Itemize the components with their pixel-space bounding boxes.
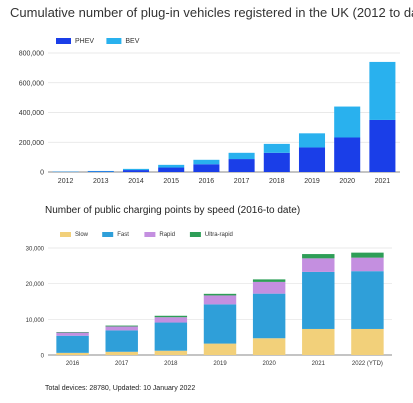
- legend-label: PHEV: [75, 38, 94, 45]
- bar-fast: [302, 271, 335, 329]
- bar-phev: [298, 147, 326, 172]
- bar-bev: [158, 164, 185, 168]
- bar-ultra-rapid: [302, 254, 335, 259]
- chart-1-plot: 0 200,000 400,000 600,000 800,000 2012 2013 201…: [19, 38, 400, 185]
- bar-bev: [228, 152, 255, 160]
- x-tick-label: 2014: [128, 178, 144, 185]
- y-tick-label: 0: [40, 170, 44, 177]
- bar-ultra-rapid: [154, 315, 188, 318]
- bar-ultra-rapid: [252, 279, 286, 282]
- legend-label: Slow: [75, 232, 89, 238]
- y-tick-label: 30,000: [26, 247, 45, 253]
- legend-label: Rapid: [159, 232, 175, 238]
- x-tick-label: 2015: [163, 178, 179, 185]
- x-tick-label: 2022 (YTD): [352, 361, 383, 367]
- bar-phev: [193, 164, 220, 172]
- y-tick-label: 0: [41, 354, 45, 360]
- bar-slow: [56, 352, 89, 355]
- x-tick-label: 2021: [312, 361, 326, 367]
- legend-swatch: [60, 232, 71, 237]
- y-tick-label: 20,000: [26, 282, 45, 288]
- legend-swatch: [56, 38, 71, 44]
- x-tick-label: 2013: [93, 178, 109, 185]
- x-tick-label: 2019: [213, 361, 227, 367]
- bar-bev: [122, 168, 150, 171]
- x-tick-label: 2017: [234, 178, 250, 185]
- bar-phev: [228, 159, 255, 172]
- bar-slow: [154, 350, 188, 355]
- legend-swatch: [144, 232, 156, 237]
- bar-ultra-rapid: [105, 325, 138, 327]
- bar-bev: [334, 106, 361, 138]
- x-tick-label: 2020: [339, 178, 355, 185]
- x-tick-label: 2012: [58, 178, 74, 185]
- bar-phev: [158, 167, 185, 172]
- bar-phev: [369, 119, 396, 172]
- bar-ultra-rapid: [203, 293, 237, 296]
- bar-fast: [203, 304, 237, 344]
- bar-slow: [105, 351, 138, 355]
- x-tick-label: 2018: [269, 178, 285, 185]
- bar-bev: [263, 143, 290, 153]
- y-tick-label: 800,000: [19, 51, 44, 58]
- x-tick-label: 2016: [66, 361, 80, 367]
- bar-rapid: [252, 281, 286, 294]
- bar-fast: [56, 335, 89, 353]
- x-tick-label: 2019: [304, 178, 320, 185]
- bar-slow: [302, 328, 335, 355]
- bar-bev: [87, 170, 114, 172]
- bar-ultra-rapid: [351, 252, 384, 258]
- bar-rapid: [302, 258, 335, 272]
- legend-label: Fast: [117, 232, 129, 238]
- legend-label: BEV: [125, 38, 139, 45]
- bar-fast: [252, 293, 286, 339]
- legend-swatch: [106, 38, 122, 44]
- x-tick-label: 2020: [262, 361, 276, 367]
- legend-swatch: [102, 232, 114, 237]
- x-tick-label: 2017: [115, 361, 129, 367]
- y-tick-label: 600,000: [19, 80, 44, 87]
- y-tick-label: 400,000: [19, 110, 44, 117]
- x-tick-label: 2016: [199, 178, 215, 185]
- legend-swatch: [189, 232, 201, 237]
- y-tick-label: 200,000: [19, 140, 44, 147]
- bar-slow: [351, 328, 384, 355]
- bar-rapid: [56, 332, 89, 336]
- x-tick-label: 2018: [164, 361, 178, 367]
- bar-rapid: [203, 295, 237, 305]
- bar-rapid: [105, 326, 138, 331]
- bar-rapid: [154, 317, 188, 323]
- bar-fast: [351, 271, 384, 329]
- footer-text: Total devices: 28780, Updated: 10 Januar…: [45, 385, 196, 392]
- bar-fast: [105, 330, 138, 352]
- chart-2-title: Number of public charging points by spee…: [45, 205, 301, 216]
- y-tick-label: 10,000: [26, 318, 45, 324]
- bar-phev: [122, 170, 150, 172]
- bar-slow: [252, 338, 286, 355]
- bar-bev: [369, 61, 396, 120]
- chart-1-title: Cumulative number of plug-in vehicles re…: [10, 5, 413, 20]
- bar-phev: [263, 152, 290, 172]
- legend-label: Ultra-rapid: [205, 232, 233, 238]
- bar-fast: [154, 322, 188, 351]
- bar-bev: [193, 159, 220, 165]
- x-tick-label: 2021: [375, 178, 391, 185]
- bar-phev: [334, 137, 361, 172]
- bar-bev: [298, 133, 326, 148]
- bar-rapid: [351, 257, 384, 272]
- bar-ultra-rapid: [56, 331, 89, 333]
- bar-slow: [203, 343, 237, 355]
